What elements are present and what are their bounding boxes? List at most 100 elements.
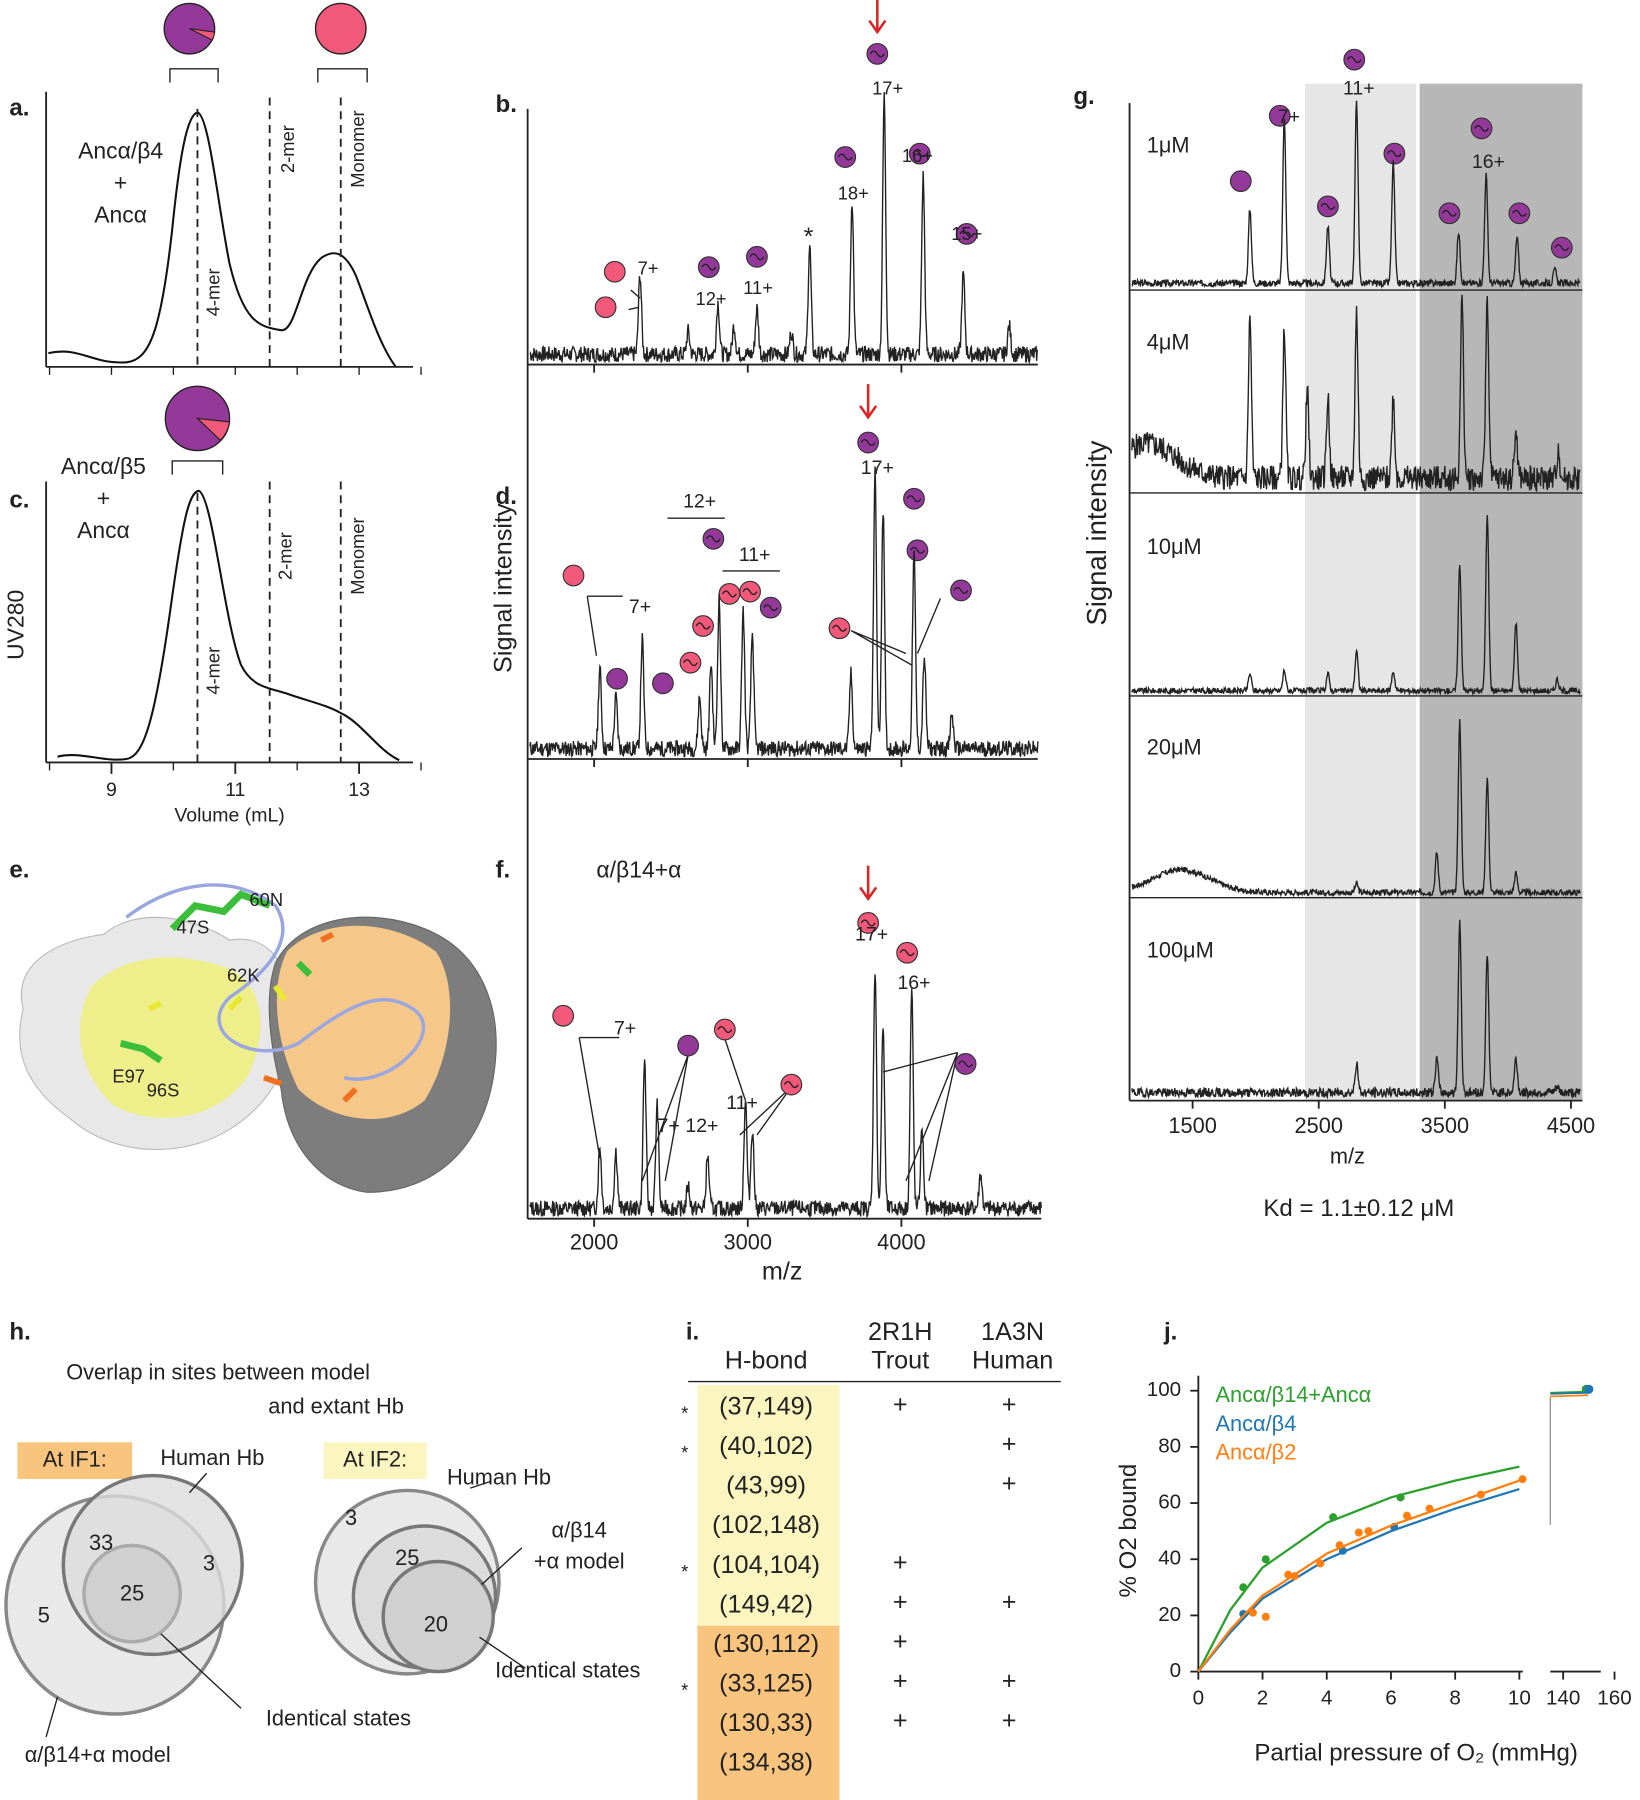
legend-label: Ancα/β4: [1216, 1411, 1297, 1436]
panel-label: d.: [496, 483, 517, 510]
icon: [860, 919, 876, 927]
table-cell: (33,125): [719, 1669, 813, 1697]
venn-label: Identical states: [266, 1705, 411, 1730]
peak-label: Monomer: [347, 110, 368, 187]
concentration-label: 1μM: [1147, 133, 1190, 158]
table-cell: +: [893, 1667, 908, 1695]
panel-label: c.: [9, 486, 29, 513]
x-tick-label: 4500: [1547, 1113, 1595, 1138]
charge-label: 12+: [685, 1115, 718, 1137]
data-point: [1329, 1513, 1338, 1522]
concentration-label: 20μM: [1147, 734, 1202, 759]
table-cell: (134,38): [719, 1749, 813, 1777]
table-cell: +: [893, 1707, 908, 1735]
ms-axes: [526, 0, 1042, 1220]
charge-label: 17+: [861, 457, 894, 479]
venn-count: 3: [203, 1551, 215, 1576]
venn-heading: At IF2:: [343, 1446, 407, 1471]
table-star: *: [681, 1561, 688, 1582]
icon: [912, 150, 928, 158]
icon: [705, 535, 721, 543]
charge-label: 17+: [872, 77, 903, 98]
x-tick-label: 2: [1257, 1687, 1268, 1710]
table-header: Trout: [871, 1347, 929, 1375]
venn-title: Overlap in sites between model: [66, 1359, 370, 1384]
table-cell: +: [1002, 1430, 1017, 1458]
venn-count: 5: [38, 1602, 50, 1627]
sample-label: Ancα/β4: [78, 138, 163, 164]
icon: [1474, 124, 1489, 132]
icon: [1386, 150, 1402, 158]
icon: [906, 495, 922, 503]
table-header: 2R1H: [868, 1318, 932, 1346]
charge-label: 18+: [838, 183, 869, 204]
icon: [860, 439, 876, 447]
icon: [1346, 56, 1362, 64]
y-tick-label: 40: [1158, 1547, 1181, 1570]
panel-label: e.: [9, 857, 29, 884]
concentration-label: 10μM: [1147, 534, 1202, 559]
charge-label: 16+: [897, 972, 930, 994]
venn-count: 3: [345, 1505, 357, 1530]
table-cell: (104,104): [712, 1551, 820, 1579]
panel-label: a.: [9, 94, 29, 121]
x-tick-label: 0: [1193, 1687, 1204, 1710]
data-point: [1290, 1572, 1299, 1581]
fit-line: [1197, 1479, 1520, 1673]
concentration-label: 100μM: [1147, 937, 1214, 962]
legend-label: Ancα/β14+Ancα: [1216, 1382, 1372, 1407]
data-point: [1476, 1490, 1485, 1499]
icon: [832, 624, 847, 632]
icon: [1320, 202, 1336, 210]
sample-label: +: [97, 485, 110, 511]
table-cell: +: [1002, 1390, 1017, 1418]
table-cell: +: [1002, 1469, 1017, 1497]
venn-count: 25: [120, 1581, 144, 1606]
icon: [749, 253, 765, 261]
residue-label: 62K: [227, 965, 260, 986]
y-axis-label: Signal intensity: [489, 503, 517, 673]
residue-label: E97: [112, 1066, 145, 1087]
sample-label: Ancα: [77, 517, 130, 543]
protein-icons: [552, 42, 1573, 1096]
table-header: 1A3N: [981, 1318, 1044, 1346]
table-cell: +: [893, 1548, 908, 1576]
y-axis-label: % O2 bound: [1115, 1464, 1142, 1598]
data-point: [1261, 1555, 1270, 1564]
table-cell: +: [1002, 1588, 1017, 1616]
icon: [783, 1081, 799, 1089]
peak-label: 2-mer: [277, 125, 298, 173]
legend-label: Ancα/β2: [1216, 1440, 1297, 1465]
venn-label: α/β14: [552, 1517, 607, 1542]
icon: [742, 588, 758, 596]
charge-label: 16+: [902, 145, 933, 166]
sample-label: Ancα: [94, 202, 147, 228]
icon: [959, 230, 975, 238]
data-point: [1284, 1570, 1293, 1579]
table-cell: +: [893, 1390, 908, 1418]
icon: [552, 1004, 575, 1027]
x-axis-label: Partial pressure of O₂ (mmHg): [1254, 1739, 1578, 1766]
x-tick-label: 3500: [1421, 1113, 1469, 1138]
venn-label: Identical states: [495, 1657, 640, 1682]
x-axis-label: m/z: [762, 1257, 803, 1285]
x-tick-label: 1500: [1168, 1113, 1216, 1138]
x-tick-label: 8: [1449, 1687, 1460, 1710]
table-cell: (149,42): [719, 1590, 813, 1618]
table-cell: +: [1002, 1667, 1017, 1695]
icon: [562, 564, 585, 587]
data-point: [1316, 1559, 1325, 1568]
venn-count: 33: [89, 1530, 113, 1555]
y-tick-label: 60: [1158, 1491, 1181, 1514]
icon: [594, 296, 617, 319]
sample-label: +: [114, 170, 127, 196]
icon: [869, 50, 885, 58]
panel-label: b.: [496, 91, 517, 118]
icon: [1511, 209, 1527, 217]
data-point: [1248, 1608, 1257, 1617]
y-tick-label: 100: [1147, 1378, 1181, 1401]
table-cell: +: [1002, 1707, 1017, 1735]
x-tick-label: 11: [225, 779, 245, 801]
data-point: [1239, 1583, 1248, 1592]
